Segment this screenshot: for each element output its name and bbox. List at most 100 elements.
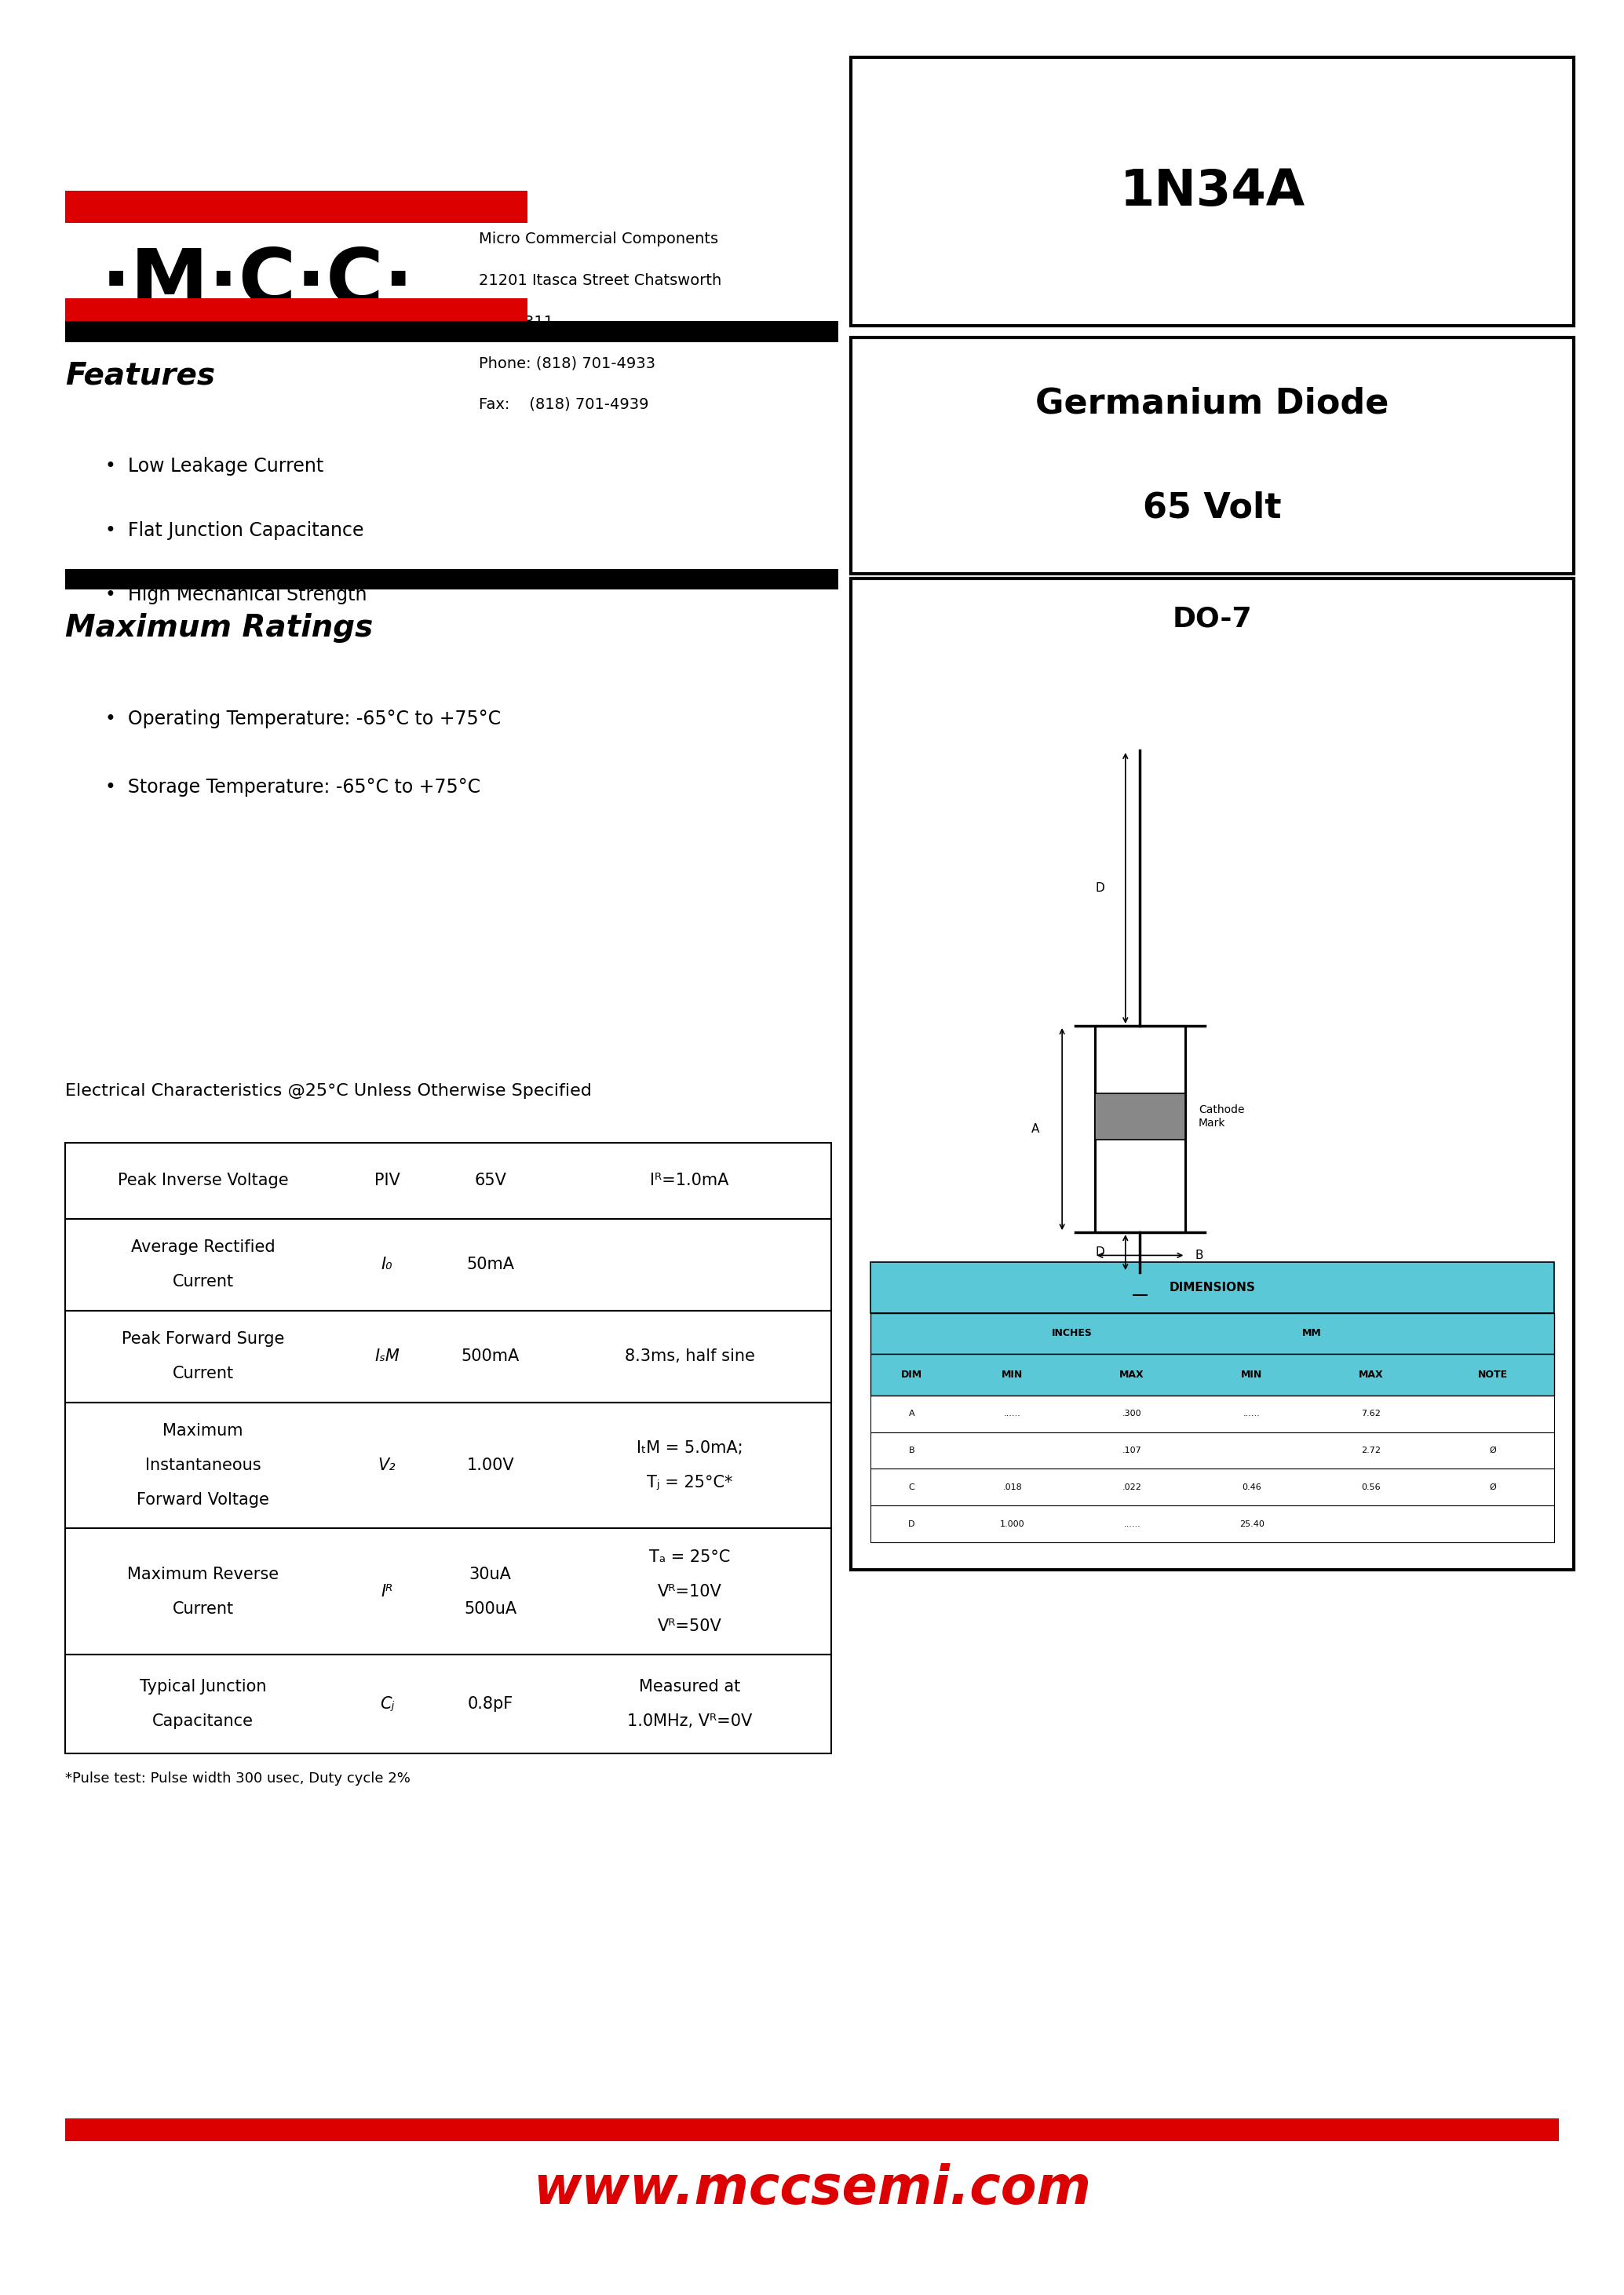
Text: Maximum: Maximum bbox=[162, 1423, 244, 1439]
Text: ......: ...... bbox=[1004, 1409, 1021, 1418]
Text: MAX: MAX bbox=[1359, 1370, 1384, 1379]
Text: Average Rectified: Average Rectified bbox=[132, 1239, 274, 1255]
Text: I₀: I₀ bbox=[382, 1258, 393, 1271]
Bar bbox=[1095, 1092, 1186, 1138]
Text: Germanium Diode: Germanium Diode bbox=[1036, 386, 1389, 420]
Text: Micro Commercial Components: Micro Commercial Components bbox=[479, 232, 718, 246]
Text: DIM: DIM bbox=[901, 1370, 922, 1379]
Bar bbox=[870, 1432, 1554, 1469]
Text: Ø: Ø bbox=[1489, 1446, 1496, 1455]
Text: D: D bbox=[1095, 881, 1104, 895]
Text: 1.00V: 1.00V bbox=[466, 1457, 515, 1473]
Text: B: B bbox=[1195, 1248, 1203, 1262]
Text: www.mccsemi.com: www.mccsemi.com bbox=[533, 2164, 1091, 2215]
Text: Current: Current bbox=[172, 1366, 234, 1382]
Text: 50mA: 50mA bbox=[466, 1258, 515, 1271]
Text: 0.46: 0.46 bbox=[1242, 1483, 1262, 1492]
Bar bbox=[65, 321, 838, 342]
Bar bbox=[870, 1506, 1554, 1542]
Text: *Pulse test: Pulse width 300 usec, Duty cycle 2%: *Pulse test: Pulse width 300 usec, Duty … bbox=[65, 1772, 411, 1786]
Text: PIV: PIV bbox=[374, 1173, 400, 1189]
Bar bbox=[65, 298, 528, 330]
Bar bbox=[870, 1354, 1554, 1395]
Bar bbox=[870, 1395, 1554, 1432]
Text: 0.8pF: 0.8pF bbox=[468, 1696, 513, 1712]
Text: 1.0MHz, Vᴿ=0V: 1.0MHz, Vᴿ=0V bbox=[627, 1714, 752, 1728]
Text: Phone: (818) 701-4933: Phone: (818) 701-4933 bbox=[479, 356, 656, 369]
Text: IₜM = 5.0mA;: IₜM = 5.0mA; bbox=[637, 1441, 742, 1455]
Text: Vᴿ=10V: Vᴿ=10V bbox=[658, 1584, 721, 1600]
Text: Current: Current bbox=[172, 1602, 234, 1616]
Text: Electrical Characteristics @25°C Unless Otherwise Specified: Electrical Characteristics @25°C Unless … bbox=[65, 1083, 591, 1099]
Bar bbox=[65, 1219, 831, 1310]
Text: Iᴿ=1.0mA: Iᴿ=1.0mA bbox=[650, 1173, 729, 1189]
Text: MIN: MIN bbox=[1241, 1370, 1262, 1379]
Text: 25.40: 25.40 bbox=[1239, 1519, 1263, 1528]
Text: Vᴿ=50V: Vᴿ=50V bbox=[658, 1618, 721, 1634]
Text: INCHES: INCHES bbox=[1052, 1329, 1093, 1338]
Text: MM: MM bbox=[1302, 1329, 1322, 1338]
Text: Fax:    (818) 701-4939: Fax: (818) 701-4939 bbox=[479, 397, 650, 411]
Text: Features: Features bbox=[65, 360, 214, 390]
Text: Peak Forward Surge: Peak Forward Surge bbox=[122, 1331, 284, 1347]
Text: 500uA: 500uA bbox=[464, 1602, 516, 1616]
Text: Maximum Reverse: Maximum Reverse bbox=[127, 1567, 279, 1581]
Text: Tₐ = 25°C: Tₐ = 25°C bbox=[650, 1549, 731, 1565]
Text: 1N34A: 1N34A bbox=[1119, 168, 1306, 216]
Text: Current: Current bbox=[172, 1274, 234, 1290]
Bar bbox=[65, 1655, 831, 1753]
Text: 21201 Itasca Street Chatsworth: 21201 Itasca Street Chatsworth bbox=[479, 273, 721, 287]
Text: Forward Voltage: Forward Voltage bbox=[136, 1492, 270, 1508]
Text: 8.3ms, half sine: 8.3ms, half sine bbox=[625, 1349, 755, 1363]
Text: CA 91311: CA 91311 bbox=[479, 314, 554, 328]
Text: DIMENSIONS: DIMENSIONS bbox=[1169, 1281, 1255, 1294]
Text: 30uA: 30uA bbox=[469, 1567, 512, 1581]
Text: Peak Inverse Voltage: Peak Inverse Voltage bbox=[117, 1173, 289, 1189]
Text: ......: ...... bbox=[1242, 1409, 1260, 1418]
Text: .018: .018 bbox=[1002, 1483, 1021, 1492]
Bar bbox=[65, 569, 838, 590]
Text: MAX: MAX bbox=[1119, 1370, 1145, 1379]
Text: C: C bbox=[908, 1483, 914, 1492]
Text: •  High Mechanical Strength: • High Mechanical Strength bbox=[106, 585, 367, 604]
Text: 0.56: 0.56 bbox=[1361, 1483, 1380, 1492]
Text: ......: ...... bbox=[1124, 1519, 1140, 1528]
Text: Cathode
Mark: Cathode Mark bbox=[1199, 1104, 1244, 1129]
Text: .300: .300 bbox=[1122, 1409, 1142, 1418]
Text: MIN: MIN bbox=[1002, 1370, 1023, 1379]
Text: Typical Junction: Typical Junction bbox=[140, 1680, 266, 1694]
Text: Maximum Ratings: Maximum Ratings bbox=[65, 613, 374, 643]
Bar bbox=[870, 1469, 1554, 1506]
Bar bbox=[65, 2118, 1559, 2141]
Text: 1.000: 1.000 bbox=[1000, 1519, 1025, 1528]
Text: NOTE: NOTE bbox=[1478, 1370, 1507, 1379]
Text: C: C bbox=[1169, 1285, 1177, 1297]
Text: Capacitance: Capacitance bbox=[153, 1714, 253, 1728]
Text: •  Storage Temperature: -65°C to +75°C: • Storage Temperature: -65°C to +75°C bbox=[106, 778, 481, 796]
Text: •  Flat Junction Capacitance: • Flat Junction Capacitance bbox=[106, 521, 364, 539]
Bar bbox=[1095, 1026, 1186, 1232]
Text: 500mA: 500mA bbox=[461, 1349, 520, 1363]
Text: Ø: Ø bbox=[1489, 1483, 1496, 1492]
Text: 65 Volt: 65 Volt bbox=[1143, 491, 1281, 526]
Text: Iᴿ: Iᴿ bbox=[382, 1584, 393, 1600]
Text: A: A bbox=[908, 1409, 914, 1418]
Text: DO-7: DO-7 bbox=[1173, 606, 1252, 633]
Bar bbox=[65, 1310, 831, 1402]
Bar bbox=[870, 1262, 1554, 1313]
Text: D: D bbox=[1095, 1246, 1104, 1258]
Text: 7.62: 7.62 bbox=[1361, 1409, 1380, 1418]
Text: IₛM: IₛM bbox=[375, 1349, 400, 1363]
Text: •  Low Leakage Current: • Low Leakage Current bbox=[106, 457, 323, 475]
Bar bbox=[851, 337, 1574, 574]
Text: .107: .107 bbox=[1122, 1446, 1142, 1455]
Bar bbox=[851, 57, 1574, 326]
Bar bbox=[65, 1143, 831, 1219]
Text: .022: .022 bbox=[1122, 1483, 1142, 1492]
Text: •  Operating Temperature: -65°C to +75°C: • Operating Temperature: -65°C to +75°C bbox=[106, 709, 502, 728]
Text: 2.72: 2.72 bbox=[1361, 1446, 1380, 1455]
Text: B: B bbox=[908, 1446, 914, 1455]
Text: Measured at: Measured at bbox=[638, 1680, 741, 1694]
Text: Cⱼ: Cⱼ bbox=[380, 1696, 395, 1712]
Text: D: D bbox=[908, 1519, 914, 1528]
